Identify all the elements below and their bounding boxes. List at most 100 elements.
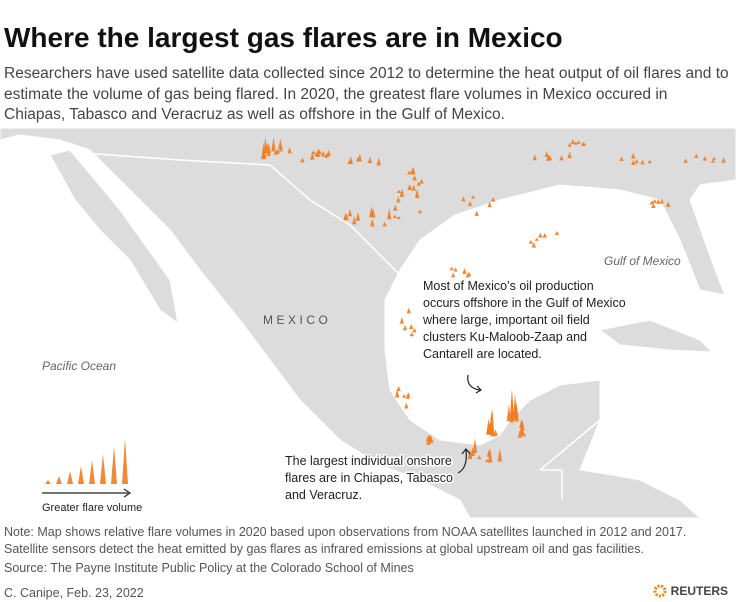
flare <box>472 438 478 454</box>
flare <box>387 208 392 220</box>
flare <box>453 267 458 272</box>
flare <box>401 394 407 398</box>
logo-text: REUTERS <box>670 584 728 598</box>
flare <box>449 266 454 271</box>
flare <box>399 317 405 324</box>
flare <box>278 145 284 152</box>
flare <box>559 155 564 161</box>
flare <box>419 178 424 184</box>
flare <box>580 141 586 146</box>
pacific-label: Pacific Ocean <box>42 359 116 373</box>
flare <box>56 476 62 484</box>
annotation-line: The largest individual onshore <box>285 454 452 468</box>
flare <box>266 150 271 157</box>
flare <box>382 221 387 227</box>
flare <box>486 449 492 457</box>
flare <box>315 147 321 158</box>
annotation-line: Most of Mexico’s oil production <box>423 279 594 293</box>
flare <box>376 157 381 166</box>
flare <box>544 151 549 157</box>
flare <box>355 212 361 221</box>
flare <box>484 458 490 463</box>
flare <box>367 156 373 164</box>
flare <box>570 138 575 144</box>
flare <box>407 184 412 190</box>
flare <box>355 156 361 162</box>
flare <box>411 184 416 191</box>
gulf-label: Gulf of Mexico <box>604 254 681 268</box>
flare <box>531 242 537 248</box>
flare <box>652 198 657 204</box>
flare <box>111 446 117 484</box>
flare <box>406 392 411 397</box>
flare <box>407 170 412 175</box>
flare <box>514 402 519 419</box>
flare <box>275 148 280 154</box>
flare <box>287 147 292 154</box>
flare <box>300 157 305 163</box>
flare <box>271 137 276 152</box>
annotation-arrow <box>467 374 481 391</box>
flare <box>352 215 357 225</box>
flare <box>417 209 423 214</box>
flare <box>477 455 482 460</box>
flare <box>506 404 512 422</box>
flare <box>414 188 420 199</box>
flare <box>450 272 456 278</box>
land <box>0 128 736 518</box>
flare <box>640 159 645 165</box>
legend-label: Greater flare volume <box>42 502 142 514</box>
flare <box>412 174 417 181</box>
annotation-line: and Veracruz. <box>285 488 362 502</box>
flare <box>324 152 329 158</box>
flare <box>67 471 73 484</box>
flare <box>634 159 639 164</box>
flare <box>462 267 467 274</box>
flare <box>470 446 475 457</box>
flare <box>493 429 498 436</box>
flare <box>396 189 402 193</box>
arrowhead <box>475 385 482 394</box>
annotation-line: Cantarell are located. <box>423 347 542 361</box>
map: Gulf of Mexico Pacific Ocean MEXICO Most… <box>0 128 736 518</box>
country-label: MEXICO <box>263 313 331 327</box>
flare <box>521 432 527 437</box>
border <box>69 151 601 500</box>
annotation-arrow <box>457 449 467 474</box>
flare <box>647 159 652 164</box>
baja-california <box>49 149 179 325</box>
flare <box>532 154 538 161</box>
flare <box>491 197 496 202</box>
flare <box>694 153 699 159</box>
arrowhead <box>123 488 132 498</box>
flare <box>534 237 539 241</box>
flare <box>347 208 353 217</box>
flare <box>409 332 415 337</box>
flare <box>410 167 415 174</box>
arrowhead <box>461 448 471 455</box>
flare <box>45 480 51 484</box>
flare <box>467 201 473 207</box>
flare <box>542 232 547 238</box>
credit: C. Canipe, Feb. 23, 2022 <box>4 586 144 600</box>
flare <box>467 454 473 460</box>
flare <box>631 152 636 159</box>
flare <box>517 429 523 438</box>
flare <box>429 438 434 443</box>
flare <box>659 198 665 204</box>
flare <box>393 204 398 211</box>
flare <box>122 438 128 484</box>
flare <box>619 156 624 161</box>
annotation-line: flares are in Chiapas, Tabasco <box>285 471 453 485</box>
annotation: Most of Mexico’s oil production occurs of… <box>421 278 628 363</box>
logo: REUTERS <box>653 584 728 598</box>
flares <box>261 136 726 463</box>
flare <box>402 324 408 331</box>
flare <box>656 198 661 204</box>
flare <box>310 151 315 160</box>
flare <box>461 196 466 202</box>
flare <box>567 142 572 147</box>
flare <box>665 201 671 207</box>
flare <box>392 214 398 219</box>
flare <box>519 419 524 429</box>
